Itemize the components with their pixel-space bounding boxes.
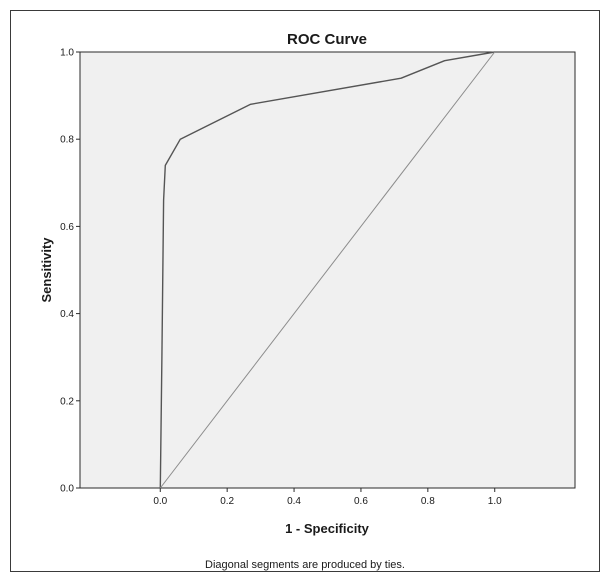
x-tick-label-0-0: 0.0 (153, 496, 167, 507)
x-tick-label-0-8: 0.8 (421, 496, 435, 507)
x-tick-label-0-4: 0.4 (287, 496, 301, 507)
x-tick-label-1-0: 1.0 (488, 496, 502, 507)
x-axis-ticks: 0.0 0.2 0.4 0.6 0.8 1.0 (153, 488, 502, 507)
roc-curve-line (159, 51, 495, 489)
chart-title: ROC Curve (287, 31, 367, 48)
y-tick-label-0-6: 0.6 (60, 222, 74, 233)
x-axis-title: 1 - Specificity (285, 521, 370, 536)
y-tick-label-0-4: 0.4 (60, 309, 74, 320)
y-tick-label-0-2: 0.2 (60, 396, 74, 407)
y-tick-label-1-0: 1.0 (60, 48, 74, 59)
x-tick-label-0-6: 0.6 (354, 496, 368, 507)
series-layer (159, 51, 496, 489)
y-tick-label-0-0: 0.0 (60, 484, 74, 495)
y-axis-ticks: 0.0 0.2 0.4 0.6 0.8 1.0 (60, 48, 80, 495)
chart-footnote: Diagonal segments are produced by ties. (205, 559, 405, 571)
reference-diagonal-line (159, 51, 496, 489)
y-axis-title: Sensitivity (39, 237, 54, 303)
x-tick-label-0-2: 0.2 (220, 496, 234, 507)
y-tick-label-0-8: 0.8 (60, 135, 74, 146)
